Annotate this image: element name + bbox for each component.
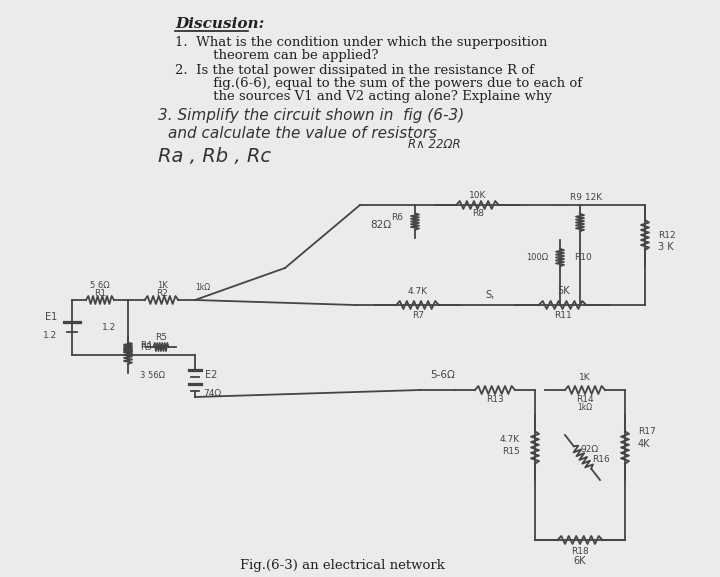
- Text: E2: E2: [205, 370, 217, 380]
- Text: 1kΩ: 1kΩ: [195, 283, 210, 293]
- Text: 6K: 6K: [574, 556, 586, 566]
- Text: 3 K: 3 K: [658, 242, 674, 252]
- Text: 1.  What is the condition under which the superposition: 1. What is the condition under which the…: [175, 36, 547, 49]
- Text: 74Ω: 74Ω: [203, 388, 221, 398]
- Text: R18: R18: [571, 548, 589, 556]
- Text: R9 12K: R9 12K: [570, 193, 602, 201]
- Text: R4: R4: [140, 340, 152, 350]
- Text: 100Ω: 100Ω: [526, 253, 548, 263]
- Text: S,: S,: [485, 290, 495, 300]
- Text: R12: R12: [658, 230, 675, 239]
- Text: R∧ 22ΩR: R∧ 22ΩR: [408, 138, 461, 151]
- Text: R14: R14: [576, 395, 594, 404]
- Text: Discusion:: Discusion:: [175, 17, 264, 31]
- Text: R15: R15: [503, 448, 520, 456]
- Text: Fig.(6-3) an electrical network: Fig.(6-3) an electrical network: [240, 559, 445, 572]
- Text: 1K: 1K: [579, 373, 591, 383]
- Text: and calculate the value of resistors: and calculate the value of resistors: [168, 126, 437, 141]
- Text: theorem can be applied?: theorem can be applied?: [192, 49, 379, 62]
- Text: R3: R3: [140, 343, 152, 351]
- Text: R7: R7: [412, 312, 424, 320]
- Text: R16: R16: [592, 455, 610, 464]
- Text: 10K: 10K: [469, 192, 487, 200]
- Text: 1K: 1K: [157, 280, 167, 290]
- Text: R2: R2: [156, 288, 168, 298]
- Text: 92Ω: 92Ω: [580, 445, 598, 455]
- Text: fig.(6-6), equal to the sum of the powers due to each of: fig.(6-6), equal to the sum of the power…: [192, 77, 582, 90]
- Text: the sources V1 and V2 acting alone? Explaine why: the sources V1 and V2 acting alone? Expl…: [192, 90, 552, 103]
- Text: 3. Simplify the circuit shown in  fig (6-3): 3. Simplify the circuit shown in fig (6-…: [158, 108, 464, 123]
- Text: 5 6Ω: 5 6Ω: [90, 280, 110, 290]
- Text: 1.2: 1.2: [102, 323, 116, 332]
- Text: R17: R17: [638, 428, 656, 436]
- Text: 1.2: 1.2: [42, 331, 57, 339]
- Text: 3 56Ω: 3 56Ω: [140, 370, 165, 380]
- Text: 5K: 5K: [557, 286, 570, 296]
- Text: 4K: 4K: [638, 439, 650, 449]
- Text: Ra , Rb , Rc: Ra , Rb , Rc: [158, 147, 271, 166]
- Text: R13: R13: [486, 395, 504, 404]
- Text: R10: R10: [574, 253, 592, 263]
- Text: 1kΩ: 1kΩ: [577, 403, 593, 413]
- Text: 5-6Ω: 5-6Ω: [430, 370, 455, 380]
- Text: R1: R1: [94, 288, 106, 298]
- Text: 4.7K: 4.7K: [500, 436, 520, 444]
- Text: R5: R5: [155, 332, 167, 342]
- Text: 82Ω: 82Ω: [370, 220, 391, 230]
- Text: 2.  Is the total power dissipated in the resistance R of: 2. Is the total power dissipated in the …: [175, 64, 534, 77]
- Text: R6: R6: [391, 213, 403, 223]
- Text: E1: E1: [45, 312, 57, 322]
- Text: 4.7K: 4.7K: [408, 287, 428, 295]
- Text: R8: R8: [472, 209, 484, 219]
- Text: R11: R11: [554, 312, 572, 320]
